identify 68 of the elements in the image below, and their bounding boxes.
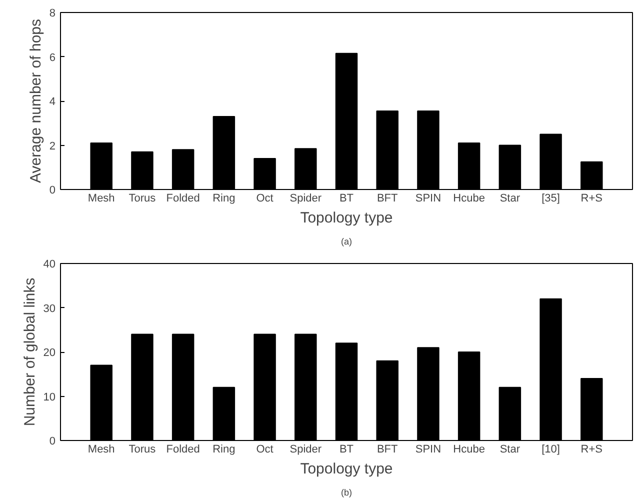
y-tick-label: 4 [49,96,56,108]
x-tick-label: Spider [290,192,322,204]
x-tick-label: Torus [128,444,156,456]
y-tick-label: 8 [49,8,56,20]
bar [458,142,480,190]
bar [172,334,194,440]
x-tick-label: Star [500,192,520,204]
x-tick-label: Folded [166,192,200,204]
x-tick-label: Hcube [453,444,485,456]
bar [212,386,236,440]
x-tick-label: Star [500,444,520,456]
bar [417,110,440,190]
y-axis-title: Average number of hops [27,19,44,183]
x-tick-label: Oct [256,444,274,456]
x-axis-title: Topology type [300,210,393,226]
text: (a) [341,236,352,246]
y-tick-label: 30 [43,302,56,315]
x-tick-label: Torus [128,192,156,204]
y-axis-title: Number of global links [21,278,38,426]
bar [498,144,522,190]
bar [172,149,194,190]
x-tick-label: BFT [376,192,398,204]
bar [294,148,317,190]
x-tick-label: BFT [376,444,398,456]
x-tick-label: Mesh [88,192,115,204]
bar [376,110,398,190]
text: (b) [341,488,352,498]
x-tick-label: Ring [212,444,236,456]
bar [335,52,358,190]
x-tick-label: BT [339,444,354,456]
x-tick-label: [35] [542,192,560,204]
bar [90,364,112,440]
bar [498,386,522,440]
x-tick-label: R+S [580,444,603,456]
x-tick-label: Folded [166,444,200,456]
x-tick-label: SPIN [415,444,442,456]
y-tick-label: 0 [49,436,56,448]
x-tick-label: Spider [290,444,322,456]
x-tick-label: Oct [256,192,274,204]
y-tick-label: 0 [49,184,56,196]
bar [540,134,562,190]
x-tick-label: R+S [580,192,603,204]
bar [540,298,562,440]
bar [458,352,480,440]
bar [131,334,154,440]
bar [417,347,440,440]
bar [131,151,154,190]
bar [212,116,236,190]
x-tick-label: SPIN [415,192,442,204]
bar [294,334,317,440]
x-tick-label: BT [339,192,354,204]
y-tick-label: 20 [43,347,56,359]
y-tick-label: 10 [43,391,56,404]
bar [254,158,276,190]
bar [90,142,112,190]
x-tick-label: Hcube [453,192,485,204]
bar [254,334,276,440]
bar [335,342,358,440]
y-tick-label: 6 [49,52,56,64]
y-tick-label: 2 [49,140,56,152]
bar [580,378,603,440]
x-tick-label: Ring [212,192,236,204]
x-axis-title: Topology type [300,460,393,478]
y-tick-label: 40 [43,258,56,270]
bar [376,360,398,440]
bar [580,161,603,190]
x-tick-label: Mesh [88,444,115,456]
x-tick-label: [10] [542,444,560,456]
